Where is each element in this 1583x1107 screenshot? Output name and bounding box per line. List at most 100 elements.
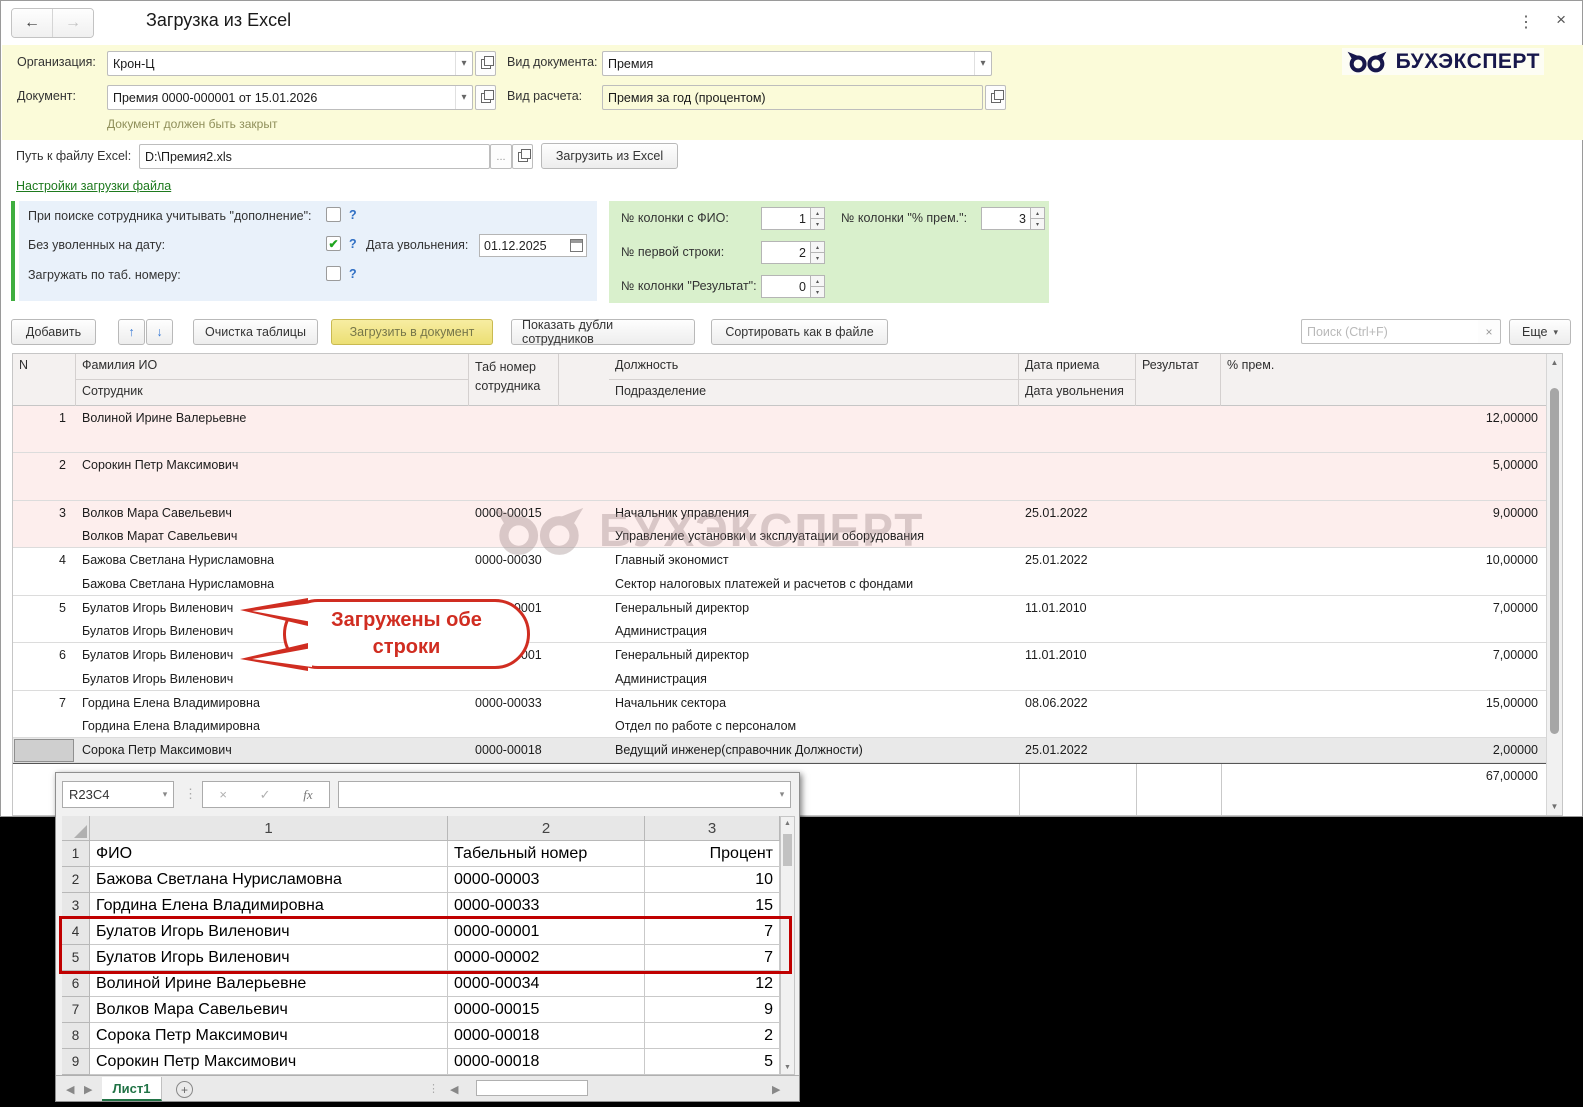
calctype-open-button[interactable] [985, 85, 1006, 110]
col-fio[interactable]: Фамилия ИО [76, 354, 469, 380]
col-emp[interactable]: Сотрудник [76, 380, 469, 406]
load-from-excel-button[interactable]: Загрузить из Excel [541, 143, 678, 169]
table-row[interactable]: 3 Волков Мара Савельевич Волков Марат Са… [13, 501, 1546, 548]
spin-down-icon[interactable]: ▾ [811, 252, 825, 264]
excel-formula-bar[interactable]: ▾ [338, 781, 791, 808]
spin-up-icon[interactable]: ▴ [811, 241, 825, 252]
help-icon[interactable]: ? [349, 208, 357, 222]
doctype-field[interactable]: Премия ▾ [602, 51, 992, 76]
add-button[interactable]: Добавить [11, 319, 96, 345]
move-up-button[interactable]: ↑ [118, 319, 145, 345]
table-row[interactable]: 1 Волиной Ирине Валерьевне 12,00000 [13, 406, 1546, 453]
table-row[interactable]: 2 Сорокин Петр Максимович 5,00000 [13, 453, 1546, 501]
chevron-down-icon[interactable]: ▾ [455, 52, 472, 75]
cancel-icon[interactable]: × [219, 787, 227, 802]
scrollbar-thumb[interactable] [1550, 388, 1559, 734]
excel-row[interactable]: 5 Булатов Игорь Виленович 0000-00002 7 [62, 945, 780, 971]
excel-name-box[interactable]: R23C4 ▾ [62, 781, 174, 808]
calendar-icon[interactable] [570, 239, 583, 252]
excel-col-header[interactable]: 3 [645, 816, 780, 841]
file-path-field[interactable]: D:\Премия2.xls [139, 144, 490, 169]
calctype-field[interactable]: Премия за год (процентом) [602, 85, 983, 110]
search-clear-icon[interactable]: × [1478, 319, 1501, 344]
excel-row[interactable]: 8 Сорока Петр Максимович 0000-00018 2 [62, 1023, 780, 1049]
move-down-button[interactable]: ↓ [146, 319, 173, 345]
spin-up-icon[interactable]: ▴ [811, 275, 825, 286]
opt-addition-checkbox[interactable] [326, 207, 341, 222]
col-result-stepper[interactable]: 0 ▴ ▾ [761, 275, 825, 298]
select-all-corner[interactable] [62, 816, 90, 841]
hscroll-left-icon[interactable]: ◀ [450, 1084, 459, 1096]
org-open-button[interactable] [475, 51, 496, 76]
spin-up-icon[interactable]: ▴ [811, 207, 825, 218]
col-pct[interactable]: % прем. [1227, 358, 1275, 372]
forward-button[interactable]: → [53, 9, 93, 37]
table-vertical-scrollbar[interactable]: ▲ ▼ [1546, 354, 1562, 815]
org-field[interactable]: Крон-Ц ▾ [107, 51, 473, 76]
excel-col-header[interactable]: 1 [90, 816, 448, 841]
doc-field[interactable]: Премия 0000-000001 от 15.01.2026 ▾ [107, 85, 473, 110]
first-row-stepper[interactable]: 2 ▴ ▾ [761, 241, 825, 264]
excel-vertical-scrollbar[interactable]: ▲ ▼ [780, 816, 795, 1075]
spin-up-icon[interactable]: ▴ [1031, 207, 1045, 218]
kebab-menu-icon[interactable]: ⋮ [1518, 14, 1534, 31]
sheet-prev-icon[interactable]: ◀ [66, 1084, 75, 1096]
col-result[interactable]: Результат [1136, 354, 1221, 406]
col-fired[interactable]: Дата увольнения [1019, 380, 1136, 406]
scrollbar-thumb[interactable] [783, 834, 792, 866]
table-row[interactable]: 7 Гордина Елена Владимировна Гордина Еле… [13, 691, 1546, 738]
col-fio-stepper[interactable]: 1 ▴ ▾ [761, 207, 825, 230]
opt-fired-checkbox[interactable]: ✔ [326, 236, 341, 251]
help-icon[interactable]: ? [349, 237, 357, 251]
browse-button[interactable]: ... [490, 144, 512, 169]
chevron-down-icon[interactable]: ▾ [455, 86, 472, 109]
col-pos[interactable]: Должность [609, 354, 1019, 380]
search-input[interactable] [1301, 319, 1479, 344]
excel-row[interactable]: 7 Волков Мара Савельевич 0000-00015 9 [62, 997, 780, 1023]
col-n[interactable]: N [13, 354, 76, 406]
add-sheet-icon[interactable]: + [176, 1081, 193, 1098]
scroll-up-icon[interactable]: ▲ [1550, 358, 1559, 367]
chevron-down-icon[interactable]: ▾ [162, 789, 168, 799]
table-row-selected[interactable]: 8 Сорока Петр Максимович 0000-00018 Веду… [13, 738, 1546, 763]
enter-icon[interactable]: ✓ [259, 786, 271, 802]
scroll-down-icon[interactable]: ▼ [1550, 802, 1559, 811]
opt-tabnum-checkbox[interactable] [326, 266, 341, 281]
sort-as-file-button[interactable]: Сортировать как в файле [711, 319, 888, 345]
fx-icon[interactable]: fx [303, 786, 313, 802]
back-button[interactable]: ← [12, 9, 53, 37]
col-hire[interactable]: Дата приема [1019, 354, 1136, 380]
excel-row[interactable]: 9 Сорокин Петр Максимович 0000-00018 5 [62, 1049, 780, 1075]
close-icon[interactable]: × [1556, 10, 1566, 29]
table-row[interactable]: 4 Бажова Светлана Нурисламовна Бажова Св… [13, 548, 1546, 596]
load-to-document-button[interactable]: Загрузить в документ [331, 319, 493, 345]
file-open-button[interactable] [512, 144, 533, 169]
spin-down-icon[interactable]: ▾ [811, 218, 825, 230]
load-settings-link[interactable]: Настройки загрузки файла [16, 179, 172, 193]
excel-window: R23C4 ▾ ⋮ × ✓ fx ▾ 1 2 3 1 ФИО Табельный… [55, 772, 800, 1102]
sheet-next-icon[interactable]: ▶ [84, 1084, 93, 1096]
help-icon[interactable]: ? [349, 267, 357, 281]
scroll-down-icon[interactable]: ▼ [784, 1064, 791, 1071]
more-button[interactable]: Еще ▾ [1509, 319, 1571, 345]
fire-date-field[interactable]: 01.12.2025 [479, 234, 587, 257]
spin-down-icon[interactable]: ▾ [1031, 218, 1045, 230]
col-tab[interactable]: Таб номер сотрудника [469, 354, 559, 406]
excel-row[interactable]: 4 Булатов Игорь Виленович 0000-00001 7 [62, 919, 780, 945]
col-dep[interactable]: Подразделение [609, 380, 1019, 406]
excel-col-header[interactable]: 2 [448, 816, 645, 841]
chevron-down-icon[interactable]: ▾ [974, 52, 991, 75]
excel-row[interactable]: 2 Бажова Светлана Нурисламовна 0000-0000… [62, 867, 780, 893]
col-pct-stepper[interactable]: 3 ▴ ▾ [981, 207, 1045, 230]
doc-open-button[interactable] [475, 85, 496, 110]
excel-row[interactable]: 1 ФИО Табельный номер Процент [62, 841, 780, 867]
chevron-down-icon[interactable]: ▾ [779, 789, 785, 799]
clear-table-button[interactable]: Очистка таблицы [193, 319, 318, 345]
show-duplicates-button[interactable]: Показать дубли сотрудников [511, 318, 695, 346]
excel-row[interactable]: 6 Волиной Ирине Валерьевне 0000-00034 12 [62, 971, 780, 997]
hscroll-right-icon[interactable]: ▶ [772, 1084, 781, 1096]
sheet-tab[interactable]: Лист1 [102, 1077, 162, 1101]
hscrollbar-thumb[interactable] [476, 1080, 588, 1096]
spin-down-icon[interactable]: ▾ [811, 286, 825, 298]
scroll-up-icon[interactable]: ▲ [784, 820, 791, 827]
